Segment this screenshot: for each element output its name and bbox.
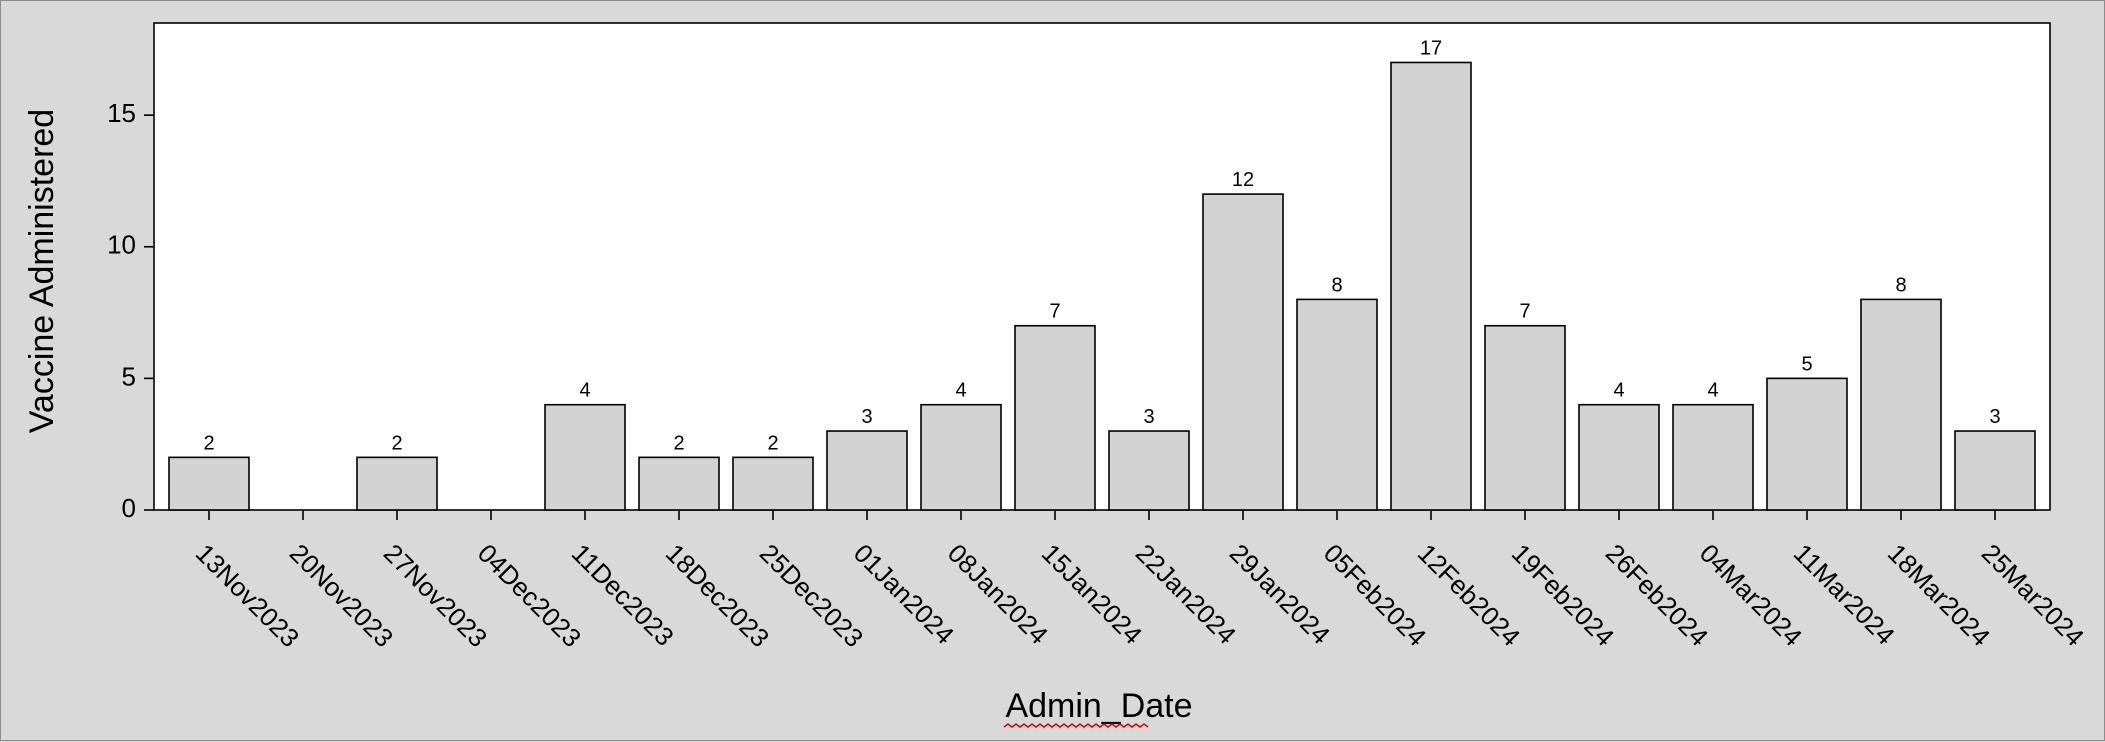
- x-axis: 13Nov202320Nov202327Nov202304Dec202311De…: [190, 510, 2090, 653]
- data-label-11Dec2023: 4: [579, 380, 590, 402]
- y-axis: 0 5 10 15: [107, 98, 154, 523]
- data-label-15Jan2024: 7: [1049, 301, 1060, 323]
- x-tick-label: 25Mar2024: [1976, 538, 2090, 652]
- bar-13Nov2023: [168, 456, 250, 511]
- data-label-25Dec2023: 2: [767, 432, 778, 454]
- bar-11Dec2023: [544, 403, 626, 511]
- x-axis-title: Admin_Date: [1005, 687, 1192, 725]
- data-label-12Feb2024: 17: [1420, 37, 1442, 59]
- y-tick-label: 0: [122, 493, 136, 523]
- bar-29Jan2024: [1202, 193, 1284, 511]
- data-label-22Jan2024: 3: [1143, 406, 1154, 428]
- bar-19Feb2024: [1484, 324, 1566, 511]
- x-tick-label: 22Jan2024: [1130, 538, 1242, 650]
- bar-18Mar2024: [1860, 298, 1942, 511]
- data-labels-group: 2 2 4 2 2 3 4 7 3 12 8 17 7 4 4 5 8 3: [203, 37, 2000, 454]
- data-label-05Feb2024: 8: [1331, 274, 1342, 296]
- bar-05Feb2024: [1296, 298, 1378, 511]
- bar-04Mar2024: [1672, 403, 1754, 511]
- bar-18Dec2023: [638, 456, 720, 511]
- spellcheck-underline: [1003, 723, 1149, 728]
- data-label-11Mar2024: 5: [1801, 353, 1812, 375]
- y-tick-label: 10: [107, 230, 136, 260]
- bar-01Jan2024: [826, 430, 908, 511]
- y-tick-label: 5: [122, 361, 136, 391]
- data-label-08Jan2024: 4: [955, 380, 966, 402]
- data-label-04Mar2024: 4: [1707, 380, 1718, 402]
- bar-11Mar2024: [1766, 377, 1848, 511]
- data-label-18Dec2023: 2: [673, 432, 684, 454]
- bar-08Jan2024: [920, 403, 1002, 511]
- plot-area: [153, 22, 2051, 511]
- data-label-13Nov2023: 2: [203, 432, 214, 454]
- x-tick-label: 08Jan2024: [942, 538, 1054, 650]
- bars-group: [168, 61, 2036, 511]
- data-label-26Feb2024: 4: [1613, 380, 1624, 402]
- bar-25Mar2024: [1954, 430, 2036, 511]
- bar-15Jan2024: [1014, 324, 1096, 511]
- data-label-01Jan2024: 3: [861, 406, 872, 428]
- bar-27Nov2023: [356, 456, 438, 511]
- y-tick-label: 15: [107, 98, 136, 128]
- bar-25Dec2023: [732, 456, 814, 511]
- data-label-19Feb2024: 7: [1519, 301, 1530, 323]
- x-tick-label: 15Jan2024: [1036, 538, 1148, 650]
- data-label-18Mar2024: 8: [1895, 274, 1906, 296]
- data-label-25Mar2024: 3: [1989, 406, 2000, 428]
- data-label-27Nov2023: 2: [391, 432, 402, 454]
- bar-26Feb2024: [1578, 403, 1660, 511]
- data-label-29Jan2024: 12: [1232, 169, 1254, 191]
- bar-22Jan2024: [1108, 430, 1190, 511]
- x-tick-label: 29Jan2024: [1224, 538, 1336, 650]
- bar-12Feb2024: [1390, 61, 1472, 511]
- y-axis-title: Vaccine Administered: [23, 109, 61, 433]
